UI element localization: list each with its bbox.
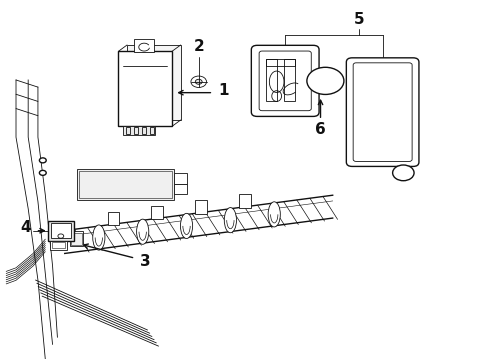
Bar [125,127,130,134]
Bar [79,171,172,198]
Bar [77,169,174,200]
Text: 6: 6 [315,122,326,136]
Text: 2: 2 [194,39,204,54]
Bar [50,241,67,249]
Text: 5: 5 [354,13,365,27]
Bar [118,51,172,126]
Text: 4: 4 [21,220,31,235]
FancyBboxPatch shape [251,45,319,116]
Ellipse shape [180,213,193,239]
Ellipse shape [137,219,149,244]
Bar [50,223,71,238]
Ellipse shape [268,202,280,227]
Bar [174,173,187,184]
Text: 3: 3 [140,254,150,269]
Bar [48,221,74,241]
Circle shape [196,79,202,84]
Bar [70,231,83,246]
Bar [266,59,277,102]
Bar [108,212,119,225]
Bar [127,45,181,120]
Bar [239,194,251,208]
Circle shape [39,170,46,175]
Bar [134,127,138,134]
Bar [284,59,294,102]
Circle shape [39,158,46,163]
FancyBboxPatch shape [346,58,419,166]
Bar [150,127,154,134]
Circle shape [307,67,344,94]
Bar [123,126,155,135]
Circle shape [392,165,414,181]
Bar [174,184,187,194]
Ellipse shape [93,225,105,250]
Text: 1: 1 [218,83,228,98]
Bar [266,59,294,66]
Ellipse shape [224,208,237,233]
Bar [134,39,154,53]
Bar [196,200,207,213]
Bar [71,233,82,245]
Bar [51,242,65,248]
Bar [151,206,163,220]
Bar [142,127,146,134]
